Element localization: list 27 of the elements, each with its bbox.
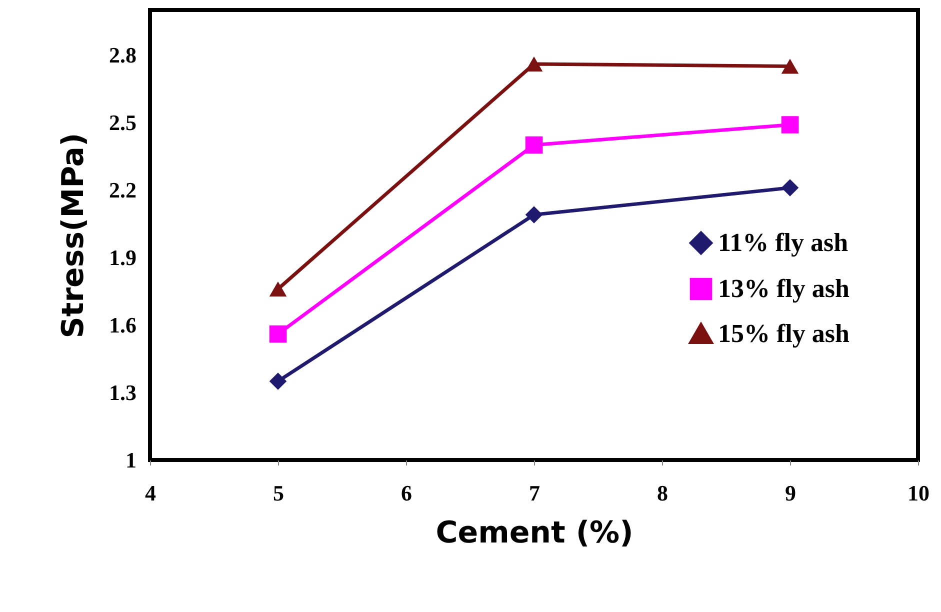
y-axis-title: Stress(MPa) [56, 132, 91, 338]
y-tick-label: 1.3 [109, 380, 136, 405]
legend-label: 13% fly ash [718, 274, 850, 303]
y-tick-label: 2.2 [109, 178, 136, 202]
x-tick-label: 5 [273, 480, 284, 506]
y-tick-label: 2.8 [109, 42, 136, 68]
point [269, 372, 287, 390]
point [525, 206, 543, 224]
x-tick-label: 7 [529, 480, 540, 506]
point [781, 116, 799, 134]
x-tick-label: 10 [908, 480, 930, 506]
point [269, 325, 287, 343]
y-tick-label: 1 [126, 448, 136, 472]
point [781, 58, 799, 74]
x-tick-label: 6 [401, 480, 412, 506]
point [269, 282, 287, 296]
x-tick-label: 8 [657, 480, 668, 506]
x-tick-label: 9 [785, 480, 796, 506]
point [525, 136, 543, 154]
legend-label: 15% fly ash [718, 319, 850, 348]
y-tick-label: 2.5 [109, 110, 136, 135]
legend-label: 11% fly ash [718, 228, 849, 257]
y-tick-label: 1.9 [109, 245, 136, 270]
x-axis-title: Cement (%) [436, 516, 634, 550]
point [781, 179, 799, 196]
y-tick-label: 1.6 [109, 312, 136, 338]
x-tick-label: 4 [145, 480, 156, 506]
